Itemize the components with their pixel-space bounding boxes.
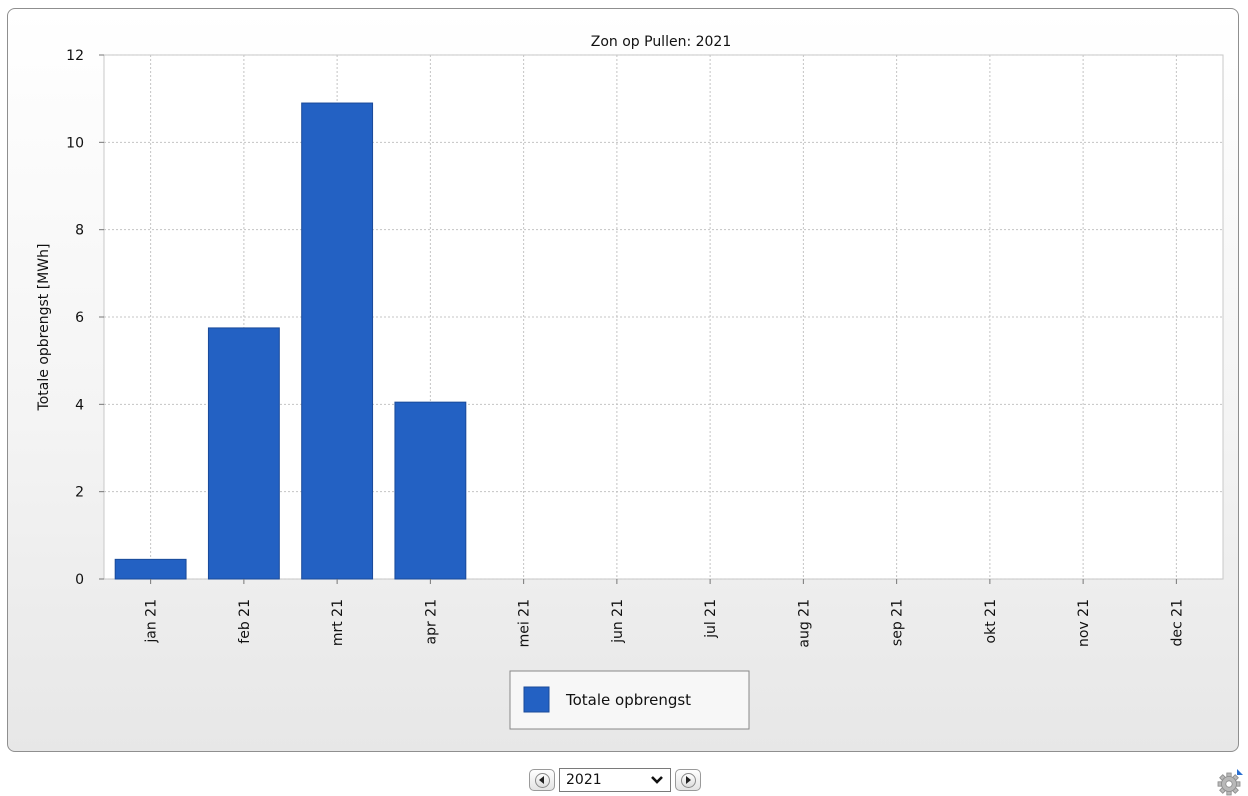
bar-chart: 0 2 4 6 8 10 12 jan 21 feb 21 mrt 21 apr 21 mei 21…	[36, 34, 1224, 730]
gear-icon[interactable]	[1216, 768, 1244, 796]
legend-box	[509, 670, 750, 730]
bar-feb-21	[207, 327, 280, 580]
x-tick-label: mrt 21	[330, 599, 346, 646]
arrow-right-icon	[680, 772, 696, 788]
x-tick-label: dec 21	[1169, 599, 1185, 646]
chevron-down-icon	[651, 776, 663, 784]
y-tick-label: 12	[66, 48, 84, 64]
y-tick-label: 10	[66, 135, 84, 151]
y-tick-label: 8	[75, 223, 84, 239]
x-tick-label: jul 21	[703, 599, 719, 639]
chart-title: Zon op Pullen: 2021	[591, 34, 732, 50]
x-tick-label: sep 21	[890, 599, 906, 646]
bar-jan-21	[114, 558, 187, 580]
y-tick-label: 6	[75, 310, 84, 326]
x-tick-label: jun 21	[610, 599, 626, 644]
year-select[interactable]: 2021	[559, 768, 671, 792]
x-tick-label: okt 21	[983, 599, 999, 643]
x-tick-label: apr 21	[423, 599, 439, 645]
year-navigation: 2021	[529, 766, 701, 794]
x-tick-label: aug 21	[796, 599, 812, 648]
x-tick-label: mei 21	[517, 599, 533, 647]
bar-apr-21	[394, 401, 467, 580]
y-tick-label: 4	[75, 397, 84, 413]
y-tick-label: 0	[75, 572, 84, 588]
year-value: 2021	[566, 772, 602, 788]
legend-label: Totale opbrengst	[565, 691, 691, 709]
x-tick-label: jan 21	[144, 599, 160, 644]
x-tick-label: feb 21	[237, 599, 253, 644]
chart-panel: 0 2 4 6 8 10 12 jan 21 feb 21 mrt 21 apr 21 mei 21…	[7, 8, 1239, 752]
bar-mrt-21	[301, 102, 374, 580]
y-axis-label: Totale opbrengst [MWh]	[36, 244, 52, 412]
next-year-button[interactable]	[675, 769, 701, 791]
legend-swatch	[523, 686, 550, 713]
legend: Totale opbrengst	[509, 670, 750, 730]
prev-year-button[interactable]	[529, 769, 555, 791]
y-tick-label: 2	[75, 485, 84, 501]
arrow-left-icon	[534, 772, 550, 788]
x-tick-label: nov 21	[1076, 599, 1092, 647]
